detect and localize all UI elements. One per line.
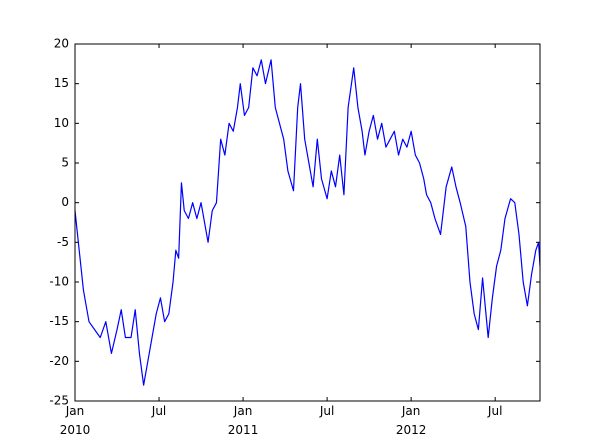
- y-tick-label: -20: [49, 354, 69, 368]
- y-tick-label: 5: [61, 156, 69, 170]
- y-tick-label: 15: [54, 76, 69, 90]
- y-tick-label: -10: [49, 275, 69, 289]
- x-tick-label: Jul: [151, 404, 167, 418]
- y-tick-label: 10: [54, 116, 69, 130]
- x-tick-label: Jul: [319, 404, 335, 418]
- x-tick-label: Jul: [487, 404, 503, 418]
- data-line: [74, 59, 541, 386]
- y-tick-label: 0: [61, 195, 69, 209]
- y-tick-label: -15: [49, 314, 69, 328]
- x-tick-label: Jan 2012: [395, 404, 427, 437]
- y-tick-label: -5: [57, 235, 69, 249]
- x-tick-label: Jan 2010: [59, 404, 91, 437]
- plot-frame: [74, 43, 541, 402]
- y-tick-label: -25: [49, 394, 69, 408]
- x-tick-label: Jan 2011: [227, 404, 259, 437]
- y-tick-label: 20: [54, 37, 69, 51]
